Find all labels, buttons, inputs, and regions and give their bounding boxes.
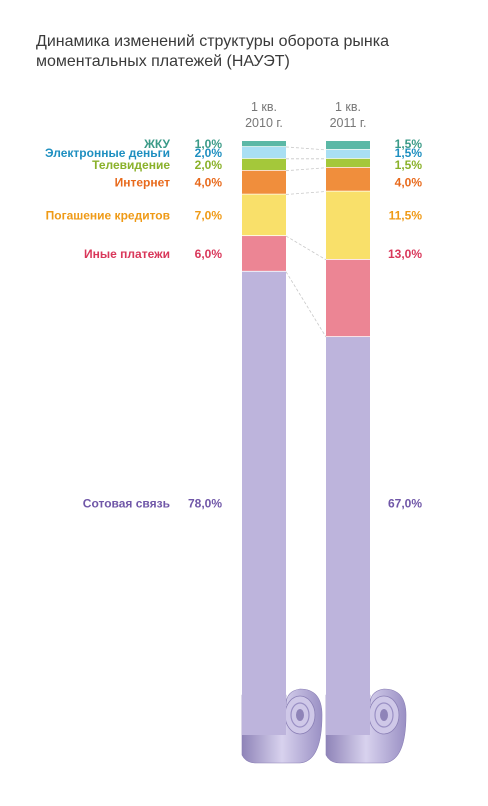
bar-segment-сотовая-связь — [242, 271, 286, 735]
data-label: 4,0% — [395, 176, 423, 190]
data-label: 11,5% — [389, 208, 423, 222]
data-label: 7,0% — [195, 208, 223, 222]
series-name-label: Погашение кредитов — [46, 208, 170, 222]
bar-segment-интернет — [326, 167, 370, 192]
data-label: 78,0% — [188, 496, 222, 510]
bar-segment-сотовая-связь — [326, 337, 370, 735]
bar-segment-телевидение — [242, 158, 286, 171]
segment-labels: ЖКУ 1,0% 1,5% Электронные деньги 2,0% 1,5% Тел… — [45, 137, 422, 510]
bar-stacks — [242, 141, 370, 735]
bar-segment-иные-платежи — [326, 259, 370, 338]
bar-stack — [242, 141, 286, 735]
scroll-roll-inner — [374, 702, 394, 728]
category-label: 1 кв. — [335, 100, 361, 114]
data-label: 13,0% — [388, 247, 422, 261]
connector-line — [285, 235, 327, 261]
bar-segment-иные-платежи — [242, 236, 286, 272]
bar-stack — [326, 141, 370, 735]
category-label: 2010 г. — [245, 116, 283, 130]
data-label: 4,0% — [195, 176, 223, 190]
series-name-label: ЖКУ — [143, 137, 170, 151]
data-label: 1,0% — [195, 137, 223, 151]
bar-segment-интернет — [242, 170, 286, 195]
series-name-label: Электронные деньги — [45, 146, 170, 160]
data-label: 2,0% — [195, 146, 223, 160]
connector-lines — [285, 146, 327, 338]
series-name-label: Иные платежи — [84, 247, 170, 261]
bar-segment-электронные-деньги — [242, 146, 286, 159]
category-tick-labels: 1 кв. 2010 г. 1 кв. 2011 г. — [245, 100, 366, 130]
connector-line — [285, 167, 327, 172]
bar-segment-телевидение — [326, 158, 370, 168]
connector-line — [285, 271, 327, 338]
bar-segment-жку — [326, 141, 370, 150]
data-label: 1,5% — [395, 137, 423, 151]
bar-segment-жку — [242, 141, 286, 147]
bar-segment-электронные-деньги — [326, 149, 370, 159]
scroll-roll-core — [296, 709, 304, 721]
connector-line — [285, 191, 327, 195]
series-name-label: Интернет — [115, 176, 171, 190]
connector-line — [285, 146, 327, 151]
data-label: 1,5% — [395, 146, 423, 160]
data-label: 67,0% — [388, 496, 422, 510]
series-name-label: Сотовая связь — [83, 496, 170, 510]
data-label: 2,0% — [195, 158, 223, 172]
bar-segment-погашение-кредитов — [326, 191, 370, 260]
chart-title-line-1: Динамика изменений структуры оборота рын… — [36, 33, 389, 50]
chart-title: Динамика изменений структуры оборота рын… — [36, 32, 456, 72]
bar-segment-погашение-кредитов — [242, 194, 286, 237]
category-label: 2011 г. — [330, 116, 367, 130]
category-label: 1 кв. — [251, 100, 277, 114]
scroll-roll-core — [380, 709, 388, 721]
chart-title-line-2: моментальных платежей (НАУЭТ) — [36, 53, 290, 70]
scroll-roll-inner — [290, 702, 310, 728]
series-name-label: Телевидение — [92, 158, 170, 172]
data-label: 1,5% — [395, 158, 423, 172]
data-label: 6,0% — [195, 247, 223, 261]
